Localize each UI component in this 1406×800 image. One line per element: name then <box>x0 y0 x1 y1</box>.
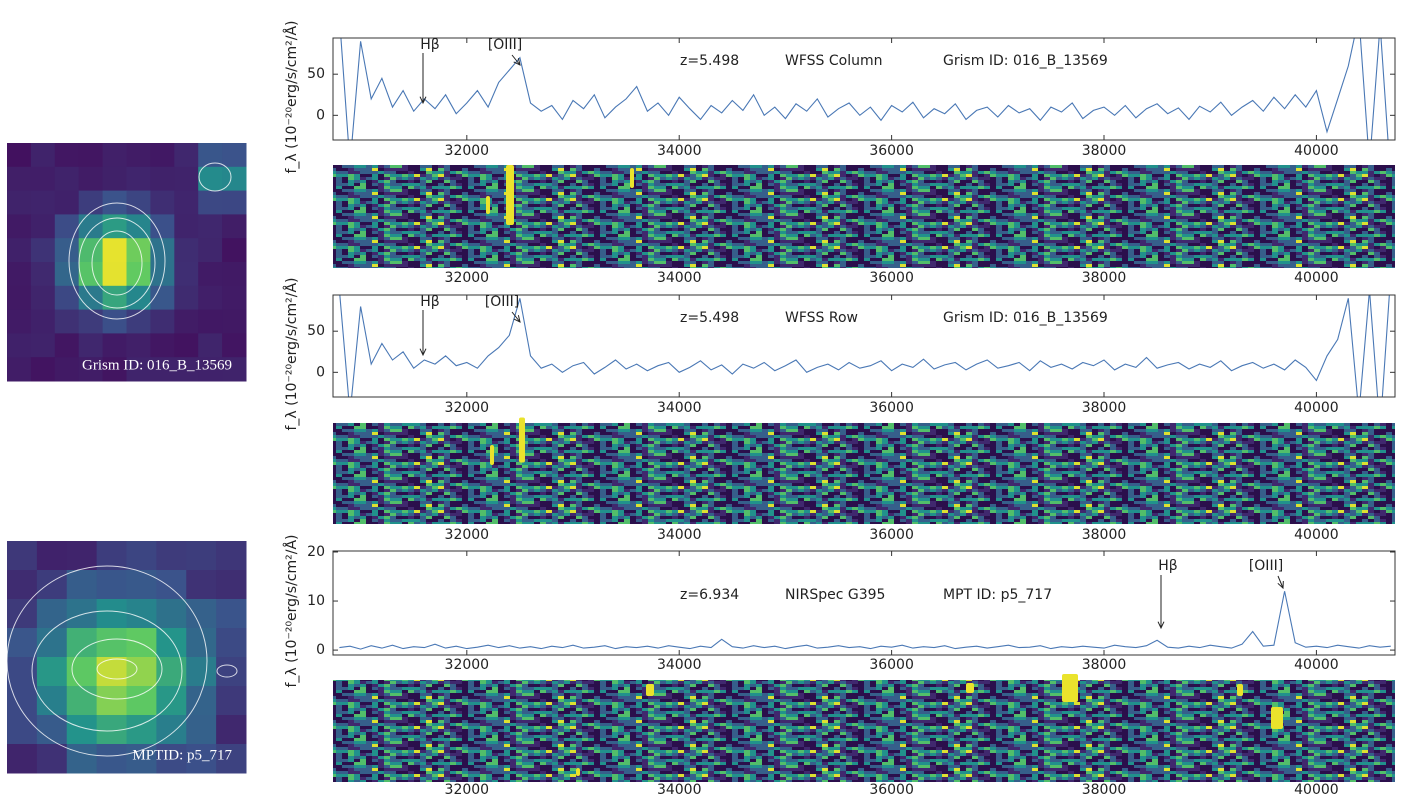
x-tick-label: 34000 <box>657 527 702 543</box>
x-tick-label: 36000 <box>869 400 914 416</box>
x-tick-label: 32000 <box>445 782 490 798</box>
y-axis-label: f_λ (10⁻²⁰erg/s/cm²/Å) <box>283 21 300 174</box>
spectrum-2d <box>333 680 1395 782</box>
x-tick-label: 40000 <box>1294 782 1339 798</box>
x-tick-label: 32000 <box>445 270 490 286</box>
spectrum-2d <box>333 423 1395 524</box>
x-tick-label: 32000 <box>445 657 490 673</box>
y-tick-label: 50 <box>307 323 325 339</box>
annotation: WFSS Row <box>785 310 858 326</box>
line-label: Hβ <box>420 294 439 310</box>
plot-frame <box>333 551 1395 655</box>
x-tick-label: 40000 <box>1294 143 1339 159</box>
x-tick-label: 36000 <box>869 270 914 286</box>
spectrum-2d-feature <box>519 418 525 463</box>
x-tick-label: 40000 <box>1294 657 1339 673</box>
x-tick-label: 32000 <box>445 527 490 543</box>
x-tick-label: 38000 <box>1082 270 1127 286</box>
x-tick-label: 40000 <box>1294 270 1339 286</box>
x-tick-label: 36000 <box>869 782 914 798</box>
y-tick-label: 0 <box>316 364 325 380</box>
x-tick-label: 36000 <box>869 657 914 673</box>
x-tick-label: 38000 <box>1082 527 1127 543</box>
x-tick-label: 32000 <box>445 400 490 416</box>
annotation: Grism ID: 016_B_13569 <box>943 310 1108 326</box>
image-caption: Grism ID: 016_B_13569 <box>82 357 232 373</box>
annotation: z=6.934 <box>680 587 739 603</box>
x-tick-label: 38000 <box>1082 657 1127 673</box>
x-tick-label: 38000 <box>1082 143 1127 159</box>
annotation: z=5.498 <box>680 310 739 326</box>
spectrum-2d-feature <box>646 684 654 696</box>
annotation: z=5.498 <box>680 53 739 69</box>
line-label: [OIII] <box>485 294 519 310</box>
y-tick-label: 0 <box>316 642 325 658</box>
annotation: MPT ID: p5_717 <box>943 587 1052 603</box>
line-label: Hβ <box>420 37 439 53</box>
spectrum-2d-feature <box>576 768 580 776</box>
annotation: Grism ID: 016_B_13569 <box>943 53 1108 69</box>
spectrum-2d-feature <box>1062 674 1078 702</box>
y-axis-label: f_λ (10⁻²⁰erg/s/cm²/Å) <box>283 535 300 688</box>
y-axis-label: f_λ (10⁻²⁰erg/s/cm²/Å) <box>283 278 300 431</box>
spectrum-2d-feature <box>1271 707 1283 729</box>
spectrum-2d-feature <box>490 445 494 465</box>
spectrum-2d-feature <box>630 168 634 188</box>
x-tick-label: 34000 <box>657 270 702 286</box>
thumbnail-image <box>7 541 247 774</box>
spectrum-panel: 0 50 32000 32000 34000 34000 36000 36000 38000 38… <box>283 274 1395 543</box>
x-tick-label: 38000 <box>1082 400 1127 416</box>
annotation: WFSS Column <box>785 53 883 69</box>
x-tick-label: 36000 <box>869 527 914 543</box>
annotation: NIRSpec G395 <box>785 587 885 603</box>
y-tick-label: 10 <box>307 593 325 609</box>
x-tick-label: 40000 <box>1294 400 1339 416</box>
plot-frame <box>333 295 1395 397</box>
image-caption: MPTID: p5_717 <box>132 747 232 763</box>
x-tick-label: 40000 <box>1294 527 1339 543</box>
x-tick-label: 34000 <box>657 782 702 798</box>
x-tick-label: 36000 <box>869 143 914 159</box>
y-tick-label: 50 <box>307 66 325 82</box>
spectrum-2d-feature <box>486 196 490 214</box>
x-tick-label: 38000 <box>1082 782 1127 798</box>
spectrum-2d-feature <box>966 683 974 693</box>
y-tick-label: 20 <box>307 544 325 560</box>
x-tick-label: 34000 <box>657 400 702 416</box>
thumbnail-image <box>7 143 247 382</box>
x-tick-label: 32000 <box>445 143 490 159</box>
y-tick-label: 0 <box>316 107 325 123</box>
spectrum-panel: 0 50 32000 32000 34000 34000 36000 36000 38000 38… <box>283 17 1395 286</box>
line-label: [OIII] <box>488 37 522 53</box>
line-label: Hβ <box>1158 558 1177 574</box>
spectrum-panel: 0 10 20 32000 32000 34000 34000 36000 36000 38000… <box>283 535 1395 799</box>
spectrum-2d-feature <box>506 165 514 225</box>
spectrum-2d-feature <box>1237 684 1243 696</box>
x-tick-label: 34000 <box>657 657 702 673</box>
spectrum-2d <box>333 165 1395 268</box>
line-label: [OIII] <box>1249 558 1283 574</box>
figure: Grism ID: 016_B_13569 MPTID: p5_717 0 50 3… <box>0 0 1406 800</box>
x-tick-label: 34000 <box>657 143 702 159</box>
